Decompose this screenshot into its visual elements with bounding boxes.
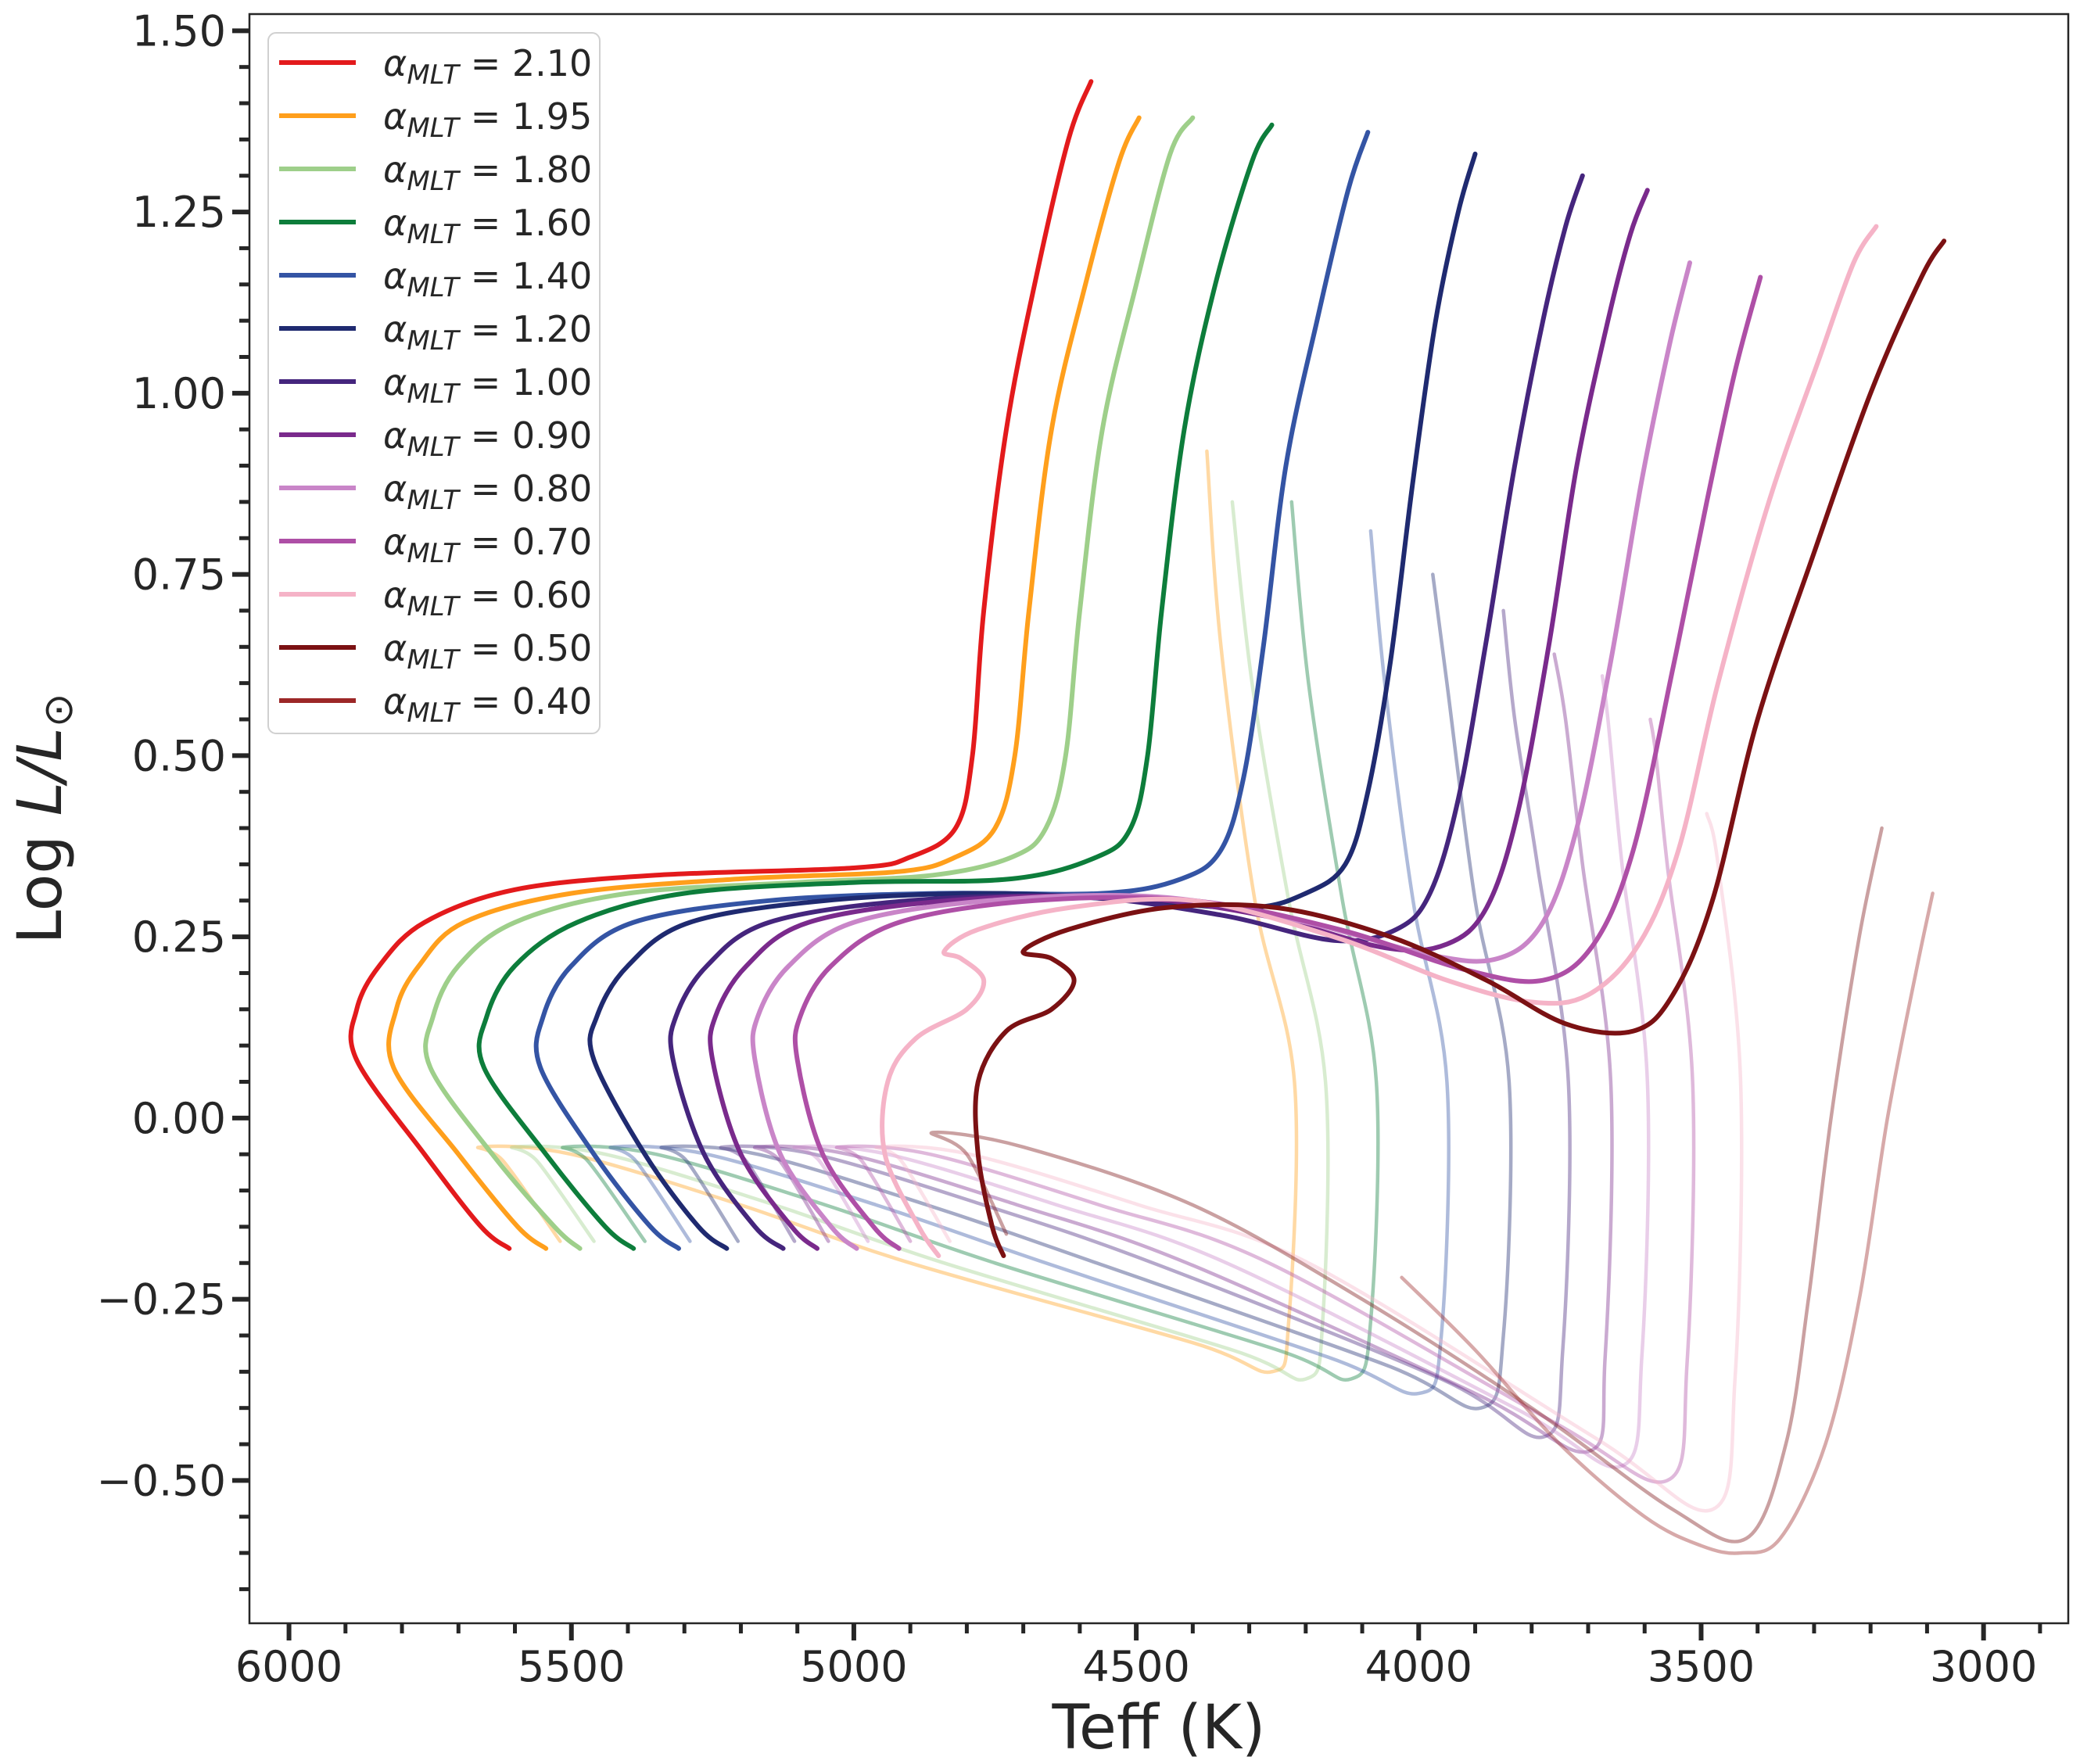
y-axis-label: Log L/L⊙ [5, 694, 82, 945]
series-line-2 [423, 115, 1196, 1251]
legend-label: αMLT = 1.80 [383, 149, 592, 197]
series-line-11 [973, 238, 1947, 1258]
legend-item: αMLT = 0.50 [279, 627, 592, 676]
x-tick-label: 5000 [800, 1642, 907, 1691]
y-tick-label: −0.25 [97, 1275, 226, 1325]
plot-frame [248, 13, 2070, 1625]
legend-item: αMLT = 0.40 [279, 680, 592, 729]
legend-item: αMLT = 1.40 [279, 255, 592, 303]
y-tick-label: 0.00 [132, 1094, 226, 1143]
legend-label: αMLT = 1.60 [383, 202, 592, 250]
legend-box [267, 32, 601, 734]
legend-label: αMLT = 0.60 [383, 574, 592, 622]
legend-label: αMLT = 1.20 [383, 308, 592, 357]
x-axis-label: Teff (K) [1052, 1693, 1266, 1763]
x-tick-label: 3000 [1930, 1642, 2037, 1691]
legend-item: αMLT = 1.80 [279, 149, 592, 197]
series-faint-track-9 [834, 717, 1696, 1484]
legend-label: αMLT = 1.95 [383, 95, 592, 144]
series-line-3 [476, 122, 1275, 1251]
series-faint-track-7 [752, 652, 1614, 1454]
series-line-6 [668, 173, 1585, 1251]
legend-label: αMLT = 1.00 [383, 361, 592, 410]
series-faint-track-5 [659, 572, 1513, 1411]
legend-item: αMLT = 0.90 [279, 414, 592, 463]
legend-label: αMLT = 1.40 [383, 255, 592, 303]
axes-layer: 6000 5500 5000 4500 4000 3500 3000 1.50 1.25 1.00… [97, 6, 2042, 1691]
legend-item: αMLT = 2.10 [279, 42, 592, 91]
series-faint-track-4 [608, 529, 1451, 1396]
x-tick-label: 6000 [235, 1642, 342, 1691]
y-tick-label: 0.75 [132, 550, 226, 600]
x-tick-label: 4500 [1082, 1642, 1189, 1691]
series-faint-track-11 [929, 826, 1884, 1544]
y-axis-label-l: L/L [5, 727, 76, 816]
y-axis-label-log: Log [5, 816, 76, 944]
y-tick-label: 1.50 [132, 6, 226, 56]
x-tick-label: 4000 [1365, 1642, 1472, 1691]
y-tick-label: −0.50 [97, 1456, 226, 1505]
series-line-1 [386, 115, 1142, 1251]
series-faint-track-2 [510, 500, 1330, 1382]
y-tick-label: 1.25 [132, 188, 226, 237]
series-line-0 [348, 79, 1094, 1251]
series-faint-track-6 [719, 608, 1572, 1440]
y-tick-label: 0.50 [132, 731, 226, 780]
y-tick-label: 0.25 [132, 912, 226, 962]
series-line-10 [880, 224, 1879, 1258]
series-faint-track-1 [475, 449, 1299, 1375]
legend-item: αMLT = 1.95 [279, 95, 592, 144]
legend-item: αMLT = 0.70 [279, 521, 592, 569]
series-faint-track-10 [874, 812, 1744, 1513]
legend-item: αMLT = 0.80 [279, 468, 592, 516]
series-line-9 [792, 274, 1763, 1251]
y-tick-label: 1.00 [132, 369, 226, 418]
legend-item: αMLT = 1.60 [279, 202, 592, 250]
legend-label: αMLT = 2.10 [383, 42, 592, 91]
legend-label: αMLT = 0.70 [383, 521, 592, 569]
x-tick-label: 3500 [1648, 1642, 1755, 1691]
legend-item: αMLT = 0.60 [279, 574, 592, 622]
legend-item: αMLT = 1.00 [279, 361, 592, 410]
series-faint-track-3 [561, 500, 1380, 1382]
legend-label: αMLT = 0.50 [383, 627, 592, 676]
legend-label: αMLT = 0.80 [383, 468, 592, 516]
x-tick-label: 5500 [518, 1642, 625, 1691]
series-faint-track-12 [1400, 891, 1935, 1555]
legend-item: αMLT = 1.20 [279, 308, 592, 357]
series-faint-track-8 [792, 674, 1651, 1469]
legend-label: αMLT = 0.40 [383, 680, 592, 729]
legend-label: αMLT = 0.90 [383, 414, 592, 463]
series-layer [348, 79, 1947, 1555]
y-axis-label-sun: ⊙ [35, 694, 82, 728]
